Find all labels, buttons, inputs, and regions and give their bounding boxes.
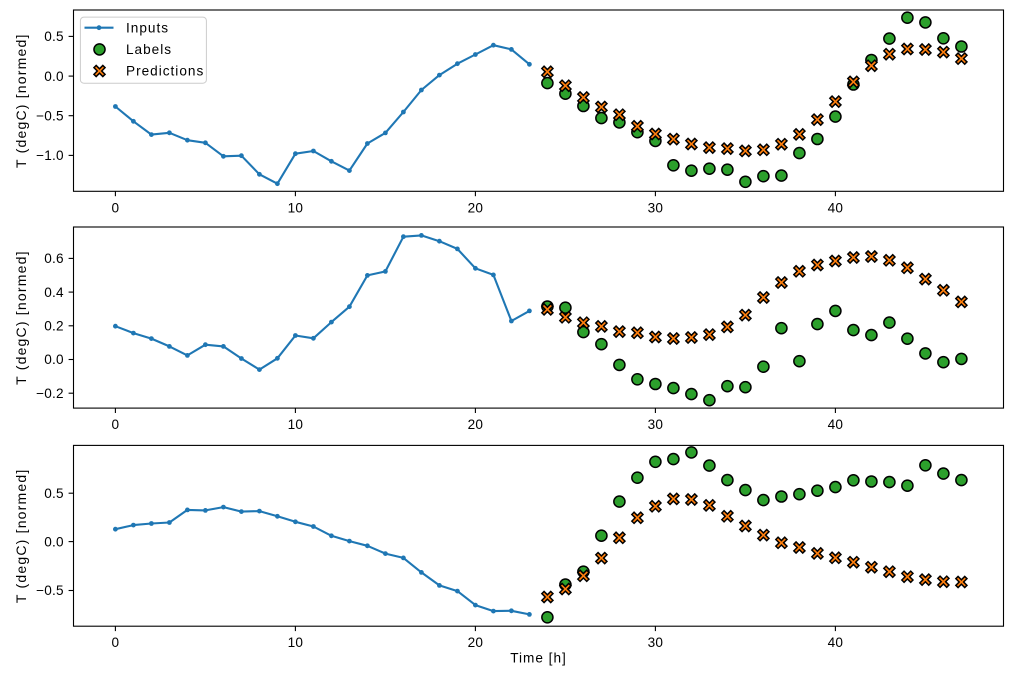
svg-text:40: 40 <box>828 635 844 650</box>
svg-text:30: 30 <box>648 635 664 650</box>
svg-text:Time [h]: Time [h] <box>510 651 567 666</box>
svg-text:0.5: 0.5 <box>44 29 64 44</box>
svg-text:T (degC) [normed]: T (degC) [normed] <box>13 469 29 604</box>
svg-text:Inputs: Inputs <box>126 20 169 35</box>
svg-text:Labels: Labels <box>126 42 172 57</box>
svg-text:0: 0 <box>112 200 120 215</box>
svg-text:10: 10 <box>288 200 304 215</box>
svg-text:T (degC) [normed]: T (degC) [normed] <box>13 250 29 385</box>
svg-text:−0.5: −0.5 <box>36 108 64 123</box>
svg-text:0.0: 0.0 <box>44 69 64 84</box>
svg-text:10: 10 <box>288 417 304 432</box>
svg-text:20: 20 <box>468 417 484 432</box>
svg-text:30: 30 <box>648 200 664 215</box>
svg-text:0: 0 <box>112 417 120 432</box>
svg-text:10: 10 <box>288 635 304 650</box>
svg-text:0.2: 0.2 <box>44 319 64 334</box>
svg-text:−0.2: −0.2 <box>36 386 64 401</box>
svg-text:Predictions: Predictions <box>126 64 204 79</box>
svg-text:0: 0 <box>112 635 120 650</box>
svg-text:0.4: 0.4 <box>44 285 64 300</box>
svg-text:20: 20 <box>468 635 484 650</box>
svg-text:0.6: 0.6 <box>44 251 64 266</box>
svg-text:T (degC) [normed]: T (degC) [normed] <box>13 33 29 168</box>
svg-text:40: 40 <box>828 417 844 432</box>
svg-text:30: 30 <box>648 417 664 432</box>
svg-text:−0.5: −0.5 <box>36 583 64 598</box>
svg-text:−1.0: −1.0 <box>36 148 64 163</box>
svg-text:0.0: 0.0 <box>44 534 64 549</box>
svg-text:40: 40 <box>828 200 844 215</box>
svg-text:0.0: 0.0 <box>44 352 64 367</box>
svg-text:0.5: 0.5 <box>44 486 64 501</box>
svg-text:20: 20 <box>468 200 484 215</box>
